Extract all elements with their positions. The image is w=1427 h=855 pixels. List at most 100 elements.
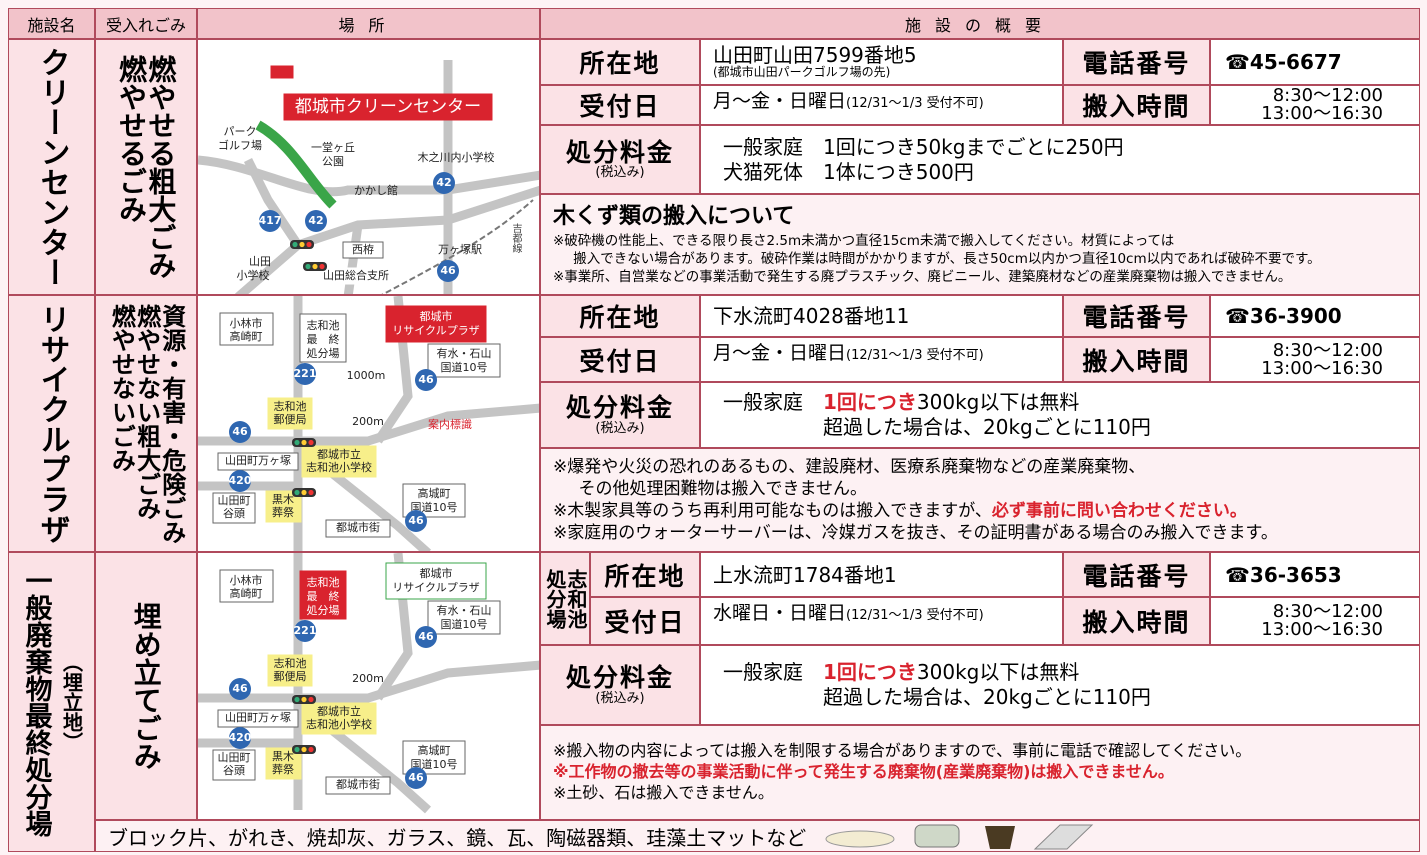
traffic-lamp (299, 241, 305, 248)
address: 下水流町4028番地11 (713, 304, 910, 328)
route-marker (229, 678, 251, 700)
map-label: 200m (352, 672, 384, 685)
map-label: 谷頭 (223, 507, 245, 520)
fee-text: 1回につき (823, 660, 917, 684)
fee-line: 一般家庭 1回につき300kg以下は無料 (723, 390, 1079, 415)
address: 山田町山田7599番地5 (713, 43, 917, 68)
note-line: その他処理困難物は搬入できません。 (553, 478, 868, 500)
map-label: 46 (418, 630, 434, 643)
traffic-lamp (308, 746, 314, 753)
note-line: ※工作物の撤去等の事業活動に伴って発生する廃棄物(産業廃棄物)は搬入できません。 (553, 762, 1174, 783)
traffic-lamp (305, 263, 311, 270)
fee-text: 一般家庭 (723, 390, 823, 414)
waste-types: 資源・有害・危険ごみ 燃やせない粗大ごみ 燃やせないごみ (95, 295, 197, 552)
map-label: 小学校 (237, 268, 270, 282)
map-box (301, 702, 377, 735)
label-cell: 所在地 (590, 552, 700, 597)
map-label: 志和池小学校 (306, 717, 372, 731)
waste-type: 燃やせない粗大ごみ (132, 303, 161, 520)
header-text: 受入れごみ (105, 15, 186, 35)
map-box (427, 600, 501, 635)
map-label: 国道10号 (441, 360, 488, 374)
note-text: ※家庭用のウォーターサーバーは、冷媒ガスを抜き、その証明書がある場合のみ搬入でき… (553, 523, 1278, 544)
map-label: 417 (259, 214, 282, 227)
fee-label: 処分料金 (565, 137, 674, 167)
route-marker (259, 210, 281, 232)
reception-note: (12/31～1/3 受付不可) (846, 96, 984, 111)
map-label: 都城市クリーンセンター (295, 97, 481, 117)
fee-text: 300kg以下は無料 (916, 390, 1080, 414)
notes-cell: ※爆発や火災の恐れのあるもの、建設廃材、医療系廃棄物などの産業廃棄物、 その他処理… (540, 448, 1420, 552)
map-box (212, 492, 256, 524)
note-text: 必ず事前に問い合わせください。 (991, 501, 1247, 521)
reception-note: (12/31～1/3 受付不可) (846, 608, 984, 623)
fee-line: 一般家庭 1回につき300kg以下は無料 (723, 660, 1079, 685)
map-box (427, 343, 501, 378)
label-cell: 搬入時間 (1063, 85, 1210, 125)
hours: 13:00～16:30 (1261, 357, 1383, 379)
note-text: ※土砂、石は搬入できません。 (553, 782, 774, 802)
note-line: ※事業所、自営業などの事業活動で発生する廃プラスチック、廃ビニール、建築廃材など… (553, 269, 1291, 287)
note-line: 搬入できない場合があります。破砕作業は時間がかかりますが、長さ50cm以内かつ直… (553, 251, 1320, 269)
label-cell: 受付日 (540, 85, 700, 125)
facility-name: 一般廃棄物最終処分場 （埋立地） (8, 552, 95, 852)
park (255, 120, 337, 209)
header-text: 場所 (338, 15, 399, 35)
waste-types: 埋め立てごみ (95, 552, 197, 820)
map-label: 山田町 (218, 751, 251, 764)
map-label: 志和池 (307, 319, 340, 332)
traffic-lamp (294, 696, 300, 703)
fee-note: (税込み) (595, 165, 645, 181)
waste-list: 資源・有害・危険ごみ 燃やせない粗大ごみ 燃やせないごみ (107, 303, 185, 544)
traffic-lamp (319, 263, 325, 270)
traffic-lamp (308, 696, 314, 703)
note-line: ※爆発や火災の恐れのあるもの、建設廃材、医療系廃棄物などの産業廃棄物、 (553, 456, 1145, 478)
note-line: ※土砂、石は搬入できません。 (553, 783, 774, 804)
waste-list: 埋め立てごみ (130, 602, 163, 770)
map-label: 46 (232, 682, 248, 695)
reception: 月～金・日曜日 (713, 90, 847, 112)
footer-text: ブロック片、がれき、焼却灰、ガラス、鏡、瓦、陶磁器類、珪藻土マットなど (108, 825, 807, 850)
icon-pot (985, 826, 1016, 849)
map-label: かかし館 (354, 183, 398, 197)
facility-name: クリーンセンター (8, 39, 95, 295)
fee-label-cell: 処分料金 (税込み) (540, 125, 700, 194)
field-label: 所在地 (604, 561, 686, 591)
fee-text: 超過した場合は、20kgごとに110円 (823, 685, 1151, 709)
field-label: 搬入時間 (1082, 346, 1191, 376)
label-cell: 電話番号 (1063, 39, 1210, 85)
traffic-lamp (301, 489, 307, 496)
waste-types: 燃やせる粗大ごみ 燃やせるごみ (95, 39, 197, 295)
site-text: 志和池 処分場 (543, 569, 588, 629)
field-label: 搬入時間 (1082, 608, 1191, 637)
facility-name-text: 一般廃棄物最終処分場 (20, 567, 52, 837)
route-marker (294, 363, 316, 385)
icon-plate (825, 830, 895, 848)
fee-text: 1回につき (823, 390, 917, 414)
fee-text: 超過した場合は、20kgごとに110円 (823, 415, 1151, 439)
map-label: 42 (436, 176, 451, 189)
field-label: 電話番号 (1082, 561, 1191, 591)
map-label: 山田町 (218, 494, 251, 507)
fee-line: 一般家庭 1回につき50kgまでごとに250円 (723, 135, 1124, 160)
map-box (299, 570, 347, 620)
traffic-lamp (301, 746, 307, 753)
waste-type: 燃やせる粗大ごみ (144, 55, 178, 279)
note-text: ※事業所、自営業などの事業活動で発生する廃プラスチック、廃ビニール、建築廃材など… (553, 268, 1292, 285)
waste-type: 燃やせないごみ (107, 303, 136, 472)
reception-note: (12/31～1/3 受付不可) (846, 348, 984, 363)
route-marker (433, 172, 455, 194)
road (198, 403, 539, 446)
route-marker (229, 470, 251, 492)
fee-label: 処分料金 (565, 663, 674, 693)
facility-name: リサイクルプラザ (8, 295, 95, 552)
railway (381, 199, 534, 294)
road (343, 224, 363, 294)
note-line: ※家庭用のウォーターサーバーは、冷媒ガスを抜き、その証明書がある場合のみ搬入でき… (553, 522, 1278, 544)
route-marker (437, 260, 459, 282)
label-cell: 所在地 (540, 39, 700, 85)
hours: 8:30～12:00 (1272, 85, 1383, 106)
hours: 13:00～16:30 (1261, 619, 1383, 640)
facility-name-text: リサイクルプラザ (34, 303, 70, 544)
